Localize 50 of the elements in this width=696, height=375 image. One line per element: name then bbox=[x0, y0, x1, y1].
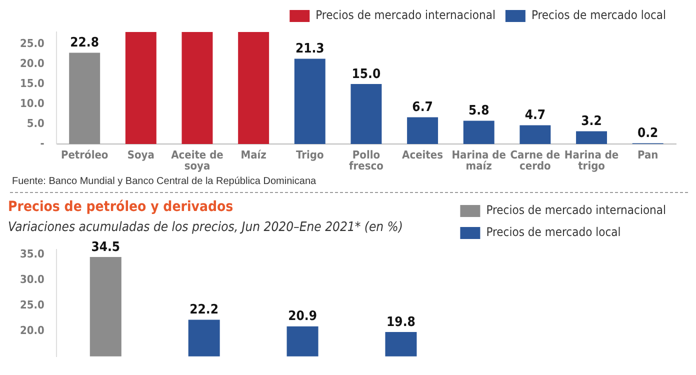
y-tick-label: 5.0 bbox=[26, 116, 45, 130]
data-label: 22.8 bbox=[70, 36, 100, 51]
y-tick-label: 30.0 bbox=[20, 272, 45, 286]
bar bbox=[576, 131, 607, 144]
data-label: 6.7 bbox=[412, 100, 433, 116]
chart-title: Precios de petróleo y derivados bbox=[8, 199, 234, 216]
x-tick-label: Maíz bbox=[240, 148, 267, 162]
bar bbox=[238, 32, 270, 144]
x-tick-label: Harina de trigo bbox=[564, 148, 619, 172]
x-tick-label: Trigo bbox=[296, 148, 324, 162]
data-label: 5.8 bbox=[468, 104, 490, 119]
bar bbox=[350, 84, 382, 144]
x-tick-label: Aceites bbox=[402, 148, 444, 162]
bar bbox=[463, 120, 494, 144]
y-tick-label: 25.0 bbox=[20, 36, 45, 50]
y-tick-label: 20.0 bbox=[20, 56, 45, 70]
bar bbox=[182, 32, 213, 144]
y-tick-label: - bbox=[40, 136, 44, 150]
y-tick-label: 10.0 bbox=[20, 96, 45, 110]
source-note: Fuente: Banco Mundial y Banco Central de la República Dominicana bbox=[12, 176, 316, 187]
bar bbox=[520, 125, 551, 144]
bar bbox=[125, 32, 156, 144]
x-tick-label: Harina de maíz bbox=[452, 148, 506, 172]
data-label: 0.2 bbox=[637, 126, 658, 142]
data-label: 3.2 bbox=[581, 114, 602, 130]
bar bbox=[294, 58, 326, 144]
data-label: 34.5 bbox=[91, 240, 120, 255]
data-label: 4.7 bbox=[524, 108, 546, 124]
bar bbox=[69, 52, 100, 144]
data-label: 22.2 bbox=[190, 302, 219, 318]
legend-label: Precios de mercado local bbox=[531, 8, 666, 22]
data-label: 19.8 bbox=[386, 314, 416, 330]
x-tick-label: Aceite de soya bbox=[171, 148, 224, 172]
x-tick-label: Soya bbox=[127, 148, 154, 162]
y-tick-label: 15.0 bbox=[20, 76, 45, 90]
x-tick-label: Petróleo bbox=[60, 148, 108, 162]
y-tick-label: 20.0 bbox=[20, 324, 45, 337]
legend-label: Precios de mercado internacional bbox=[486, 203, 666, 218]
y-tick-label: 25.0 bbox=[20, 298, 45, 312]
y-tick-label: 35.0 bbox=[20, 247, 45, 260]
chart-subtitle: Variaciones acumuladas de los precios, Jun 2020–Ene 2021* (en %) bbox=[8, 220, 403, 235]
x-tick-label: Carne de cerdo bbox=[510, 148, 560, 172]
data-label: 20.9 bbox=[288, 309, 317, 324]
data-label: 15.0 bbox=[352, 66, 381, 82]
legend-label: Precios de mercado internacional bbox=[316, 8, 496, 22]
x-tick-label: Pollo fresco bbox=[348, 148, 384, 172]
legend-label: Precios de mercado local bbox=[486, 225, 621, 240]
bar bbox=[407, 117, 438, 144]
data-label: 21.3 bbox=[295, 42, 324, 57]
x-tick-label: Pan bbox=[637, 148, 658, 162]
